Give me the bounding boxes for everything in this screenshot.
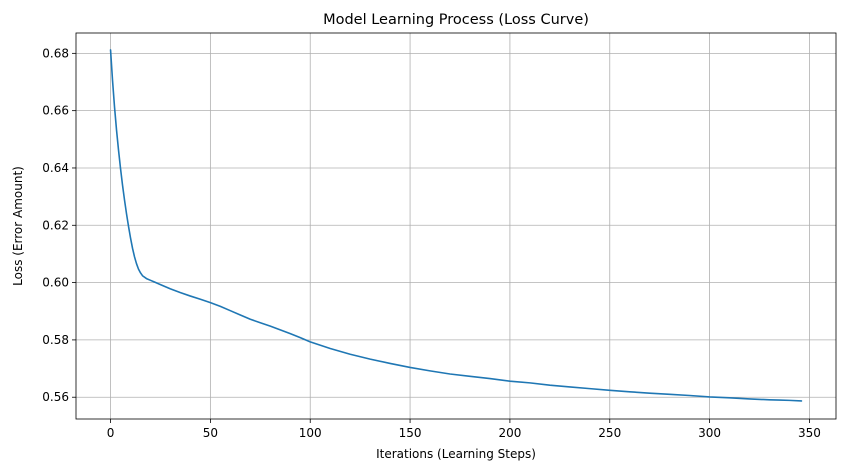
x-tick-label: 50 <box>203 426 218 440</box>
grid <box>76 33 836 419</box>
x-tick-label: 150 <box>399 426 422 440</box>
x-tick-label: 250 <box>598 426 621 440</box>
y-tick-label: 0.62 <box>42 218 69 232</box>
y-tick-label: 0.58 <box>42 333 69 347</box>
loss-series-line <box>109 49 803 402</box>
ticks: 0 50 100 150 200 250 300 350 0.56 0.58 0.60 0.62 0.6… <box>42 46 821 440</box>
plot-frame <box>75 32 837 420</box>
x-tick-label: 350 <box>798 426 821 440</box>
y-tick-label: 0.64 <box>42 161 69 175</box>
x-tick-label: 300 <box>698 426 721 440</box>
x-axis-label: Iterations (Learning Steps) <box>376 447 536 461</box>
x-tick-label: 0 <box>107 426 115 440</box>
x-tick-label: 100 <box>299 426 322 440</box>
y-tick-label: 0.56 <box>42 390 69 404</box>
series-layer <box>109 49 803 402</box>
chart-title: Model Learning Process (Loss Curve) <box>323 12 589 28</box>
y-tick-label: 0.66 <box>42 104 69 118</box>
y-tick-label: 0.68 <box>42 46 69 60</box>
y-tick-label: 0.60 <box>42 276 69 290</box>
x-tick-label: 200 <box>498 426 521 440</box>
y-axis-label: Loss (Error Amount) <box>11 166 25 286</box>
